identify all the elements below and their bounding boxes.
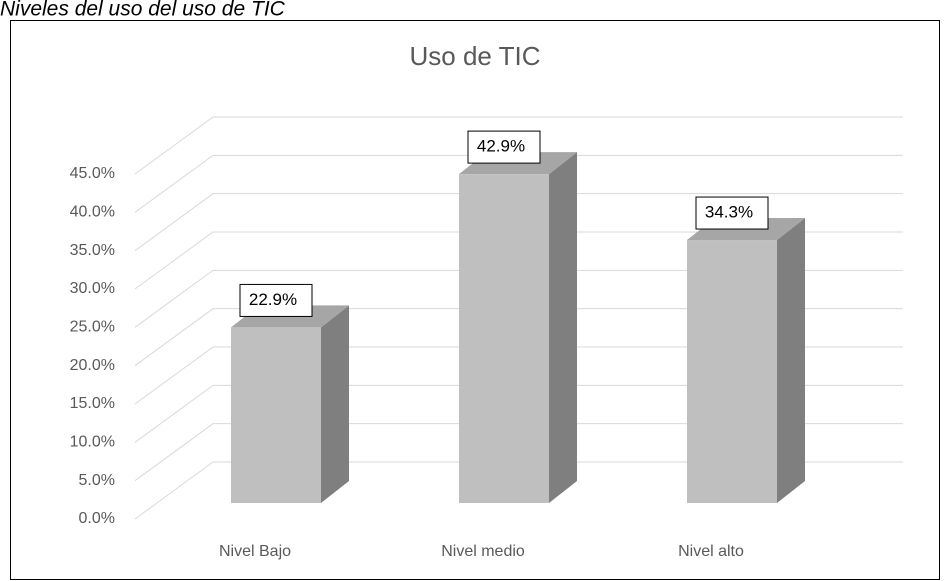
- bar-side: [549, 152, 577, 503]
- grid-line: [134, 346, 903, 405]
- grid-line: [134, 116, 903, 175]
- data-label-box: [467, 130, 541, 164]
- y-tick-label: 10.0%: [70, 434, 115, 451]
- y-tick-label: 0.0%: [79, 510, 115, 527]
- bar: [459, 174, 549, 503]
- grid-line: [134, 231, 903, 290]
- data-label-box: [695, 196, 769, 230]
- y-tick-label: 30.0%: [70, 280, 115, 297]
- y-tick-label: 35.0%: [70, 242, 115, 259]
- grid-line: [134, 154, 903, 213]
- data-label: 22.9%: [249, 290, 297, 309]
- bar: [231, 327, 321, 503]
- grid-line: [134, 461, 903, 520]
- grid-line: [134, 423, 903, 482]
- y-tick-label: 45.0%: [70, 165, 115, 182]
- chart-title: Uso de TIC: [409, 41, 540, 71]
- bar-side: [321, 305, 349, 503]
- y-tick-label: 5.0%: [79, 472, 115, 489]
- x-tick-label: Nivel medio: [441, 543, 525, 560]
- grid-line: [134, 384, 903, 443]
- x-tick-label: Nivel Bajo: [219, 543, 291, 560]
- grid-line: [134, 193, 903, 252]
- y-tick-label: 25.0%: [70, 319, 115, 336]
- data-label-box: [239, 283, 313, 317]
- y-tick-label: 40.0%: [70, 204, 115, 221]
- x-tick-label: Nivel alto: [678, 543, 744, 560]
- y-tick-label: 20.0%: [70, 357, 115, 374]
- data-label: 42.9%: [477, 137, 525, 156]
- caption: Niveles del uso del uso de TIC: [0, 0, 286, 21]
- bar-side: [777, 218, 805, 504]
- grid-line: [134, 269, 903, 328]
- data-label: 34.3%: [705, 203, 753, 222]
- y-tick-label: 15.0%: [70, 395, 115, 412]
- bar: [687, 240, 777, 504]
- grid-line: [134, 308, 903, 367]
